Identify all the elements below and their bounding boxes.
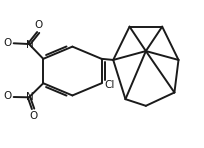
Text: O: O bbox=[35, 20, 43, 30]
Text: O: O bbox=[3, 38, 11, 48]
Text: N: N bbox=[26, 40, 34, 50]
Text: O: O bbox=[29, 111, 37, 121]
Text: N: N bbox=[26, 92, 34, 102]
Text: O: O bbox=[3, 91, 11, 101]
Text: Cl: Cl bbox=[104, 80, 114, 90]
